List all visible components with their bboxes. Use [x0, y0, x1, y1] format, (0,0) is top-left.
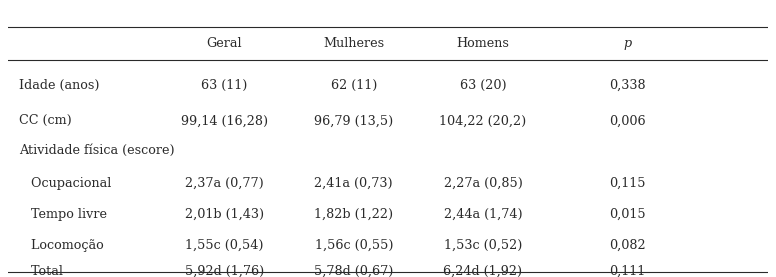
Text: 2,01b (1,43): 2,01b (1,43): [185, 208, 264, 221]
Text: Mulheres: Mulheres: [324, 37, 384, 50]
Text: 63 (20): 63 (20): [459, 79, 507, 92]
Text: 1,55c (0,54): 1,55c (0,54): [185, 239, 264, 252]
Text: Total: Total: [19, 265, 63, 277]
Text: Tempo livre: Tempo livre: [19, 208, 107, 221]
Text: 5,92d (1,76): 5,92d (1,76): [185, 265, 264, 277]
Text: 99,14 (16,28): 99,14 (16,28): [181, 114, 268, 127]
Text: 0,082: 0,082: [609, 239, 646, 252]
Text: 6,24d (1,92): 6,24d (1,92): [444, 265, 522, 277]
Text: 1,56c (0,55): 1,56c (0,55): [314, 239, 393, 252]
Text: CC (cm): CC (cm): [19, 114, 72, 127]
Text: 2,41a (0,73): 2,41a (0,73): [314, 177, 393, 190]
Text: Geral: Geral: [206, 37, 242, 50]
Text: 5,78d (0,67): 5,78d (0,67): [314, 265, 393, 277]
Text: Idade (anos): Idade (anos): [19, 79, 99, 92]
Text: 96,79 (13,5): 96,79 (13,5): [314, 114, 393, 127]
Text: Homens: Homens: [456, 37, 510, 50]
Text: 0,111: 0,111: [609, 265, 646, 277]
Text: Ocupacional: Ocupacional: [19, 177, 112, 190]
Text: 0,015: 0,015: [609, 208, 646, 221]
Text: p: p: [623, 37, 632, 50]
Text: 1,53c (0,52): 1,53c (0,52): [444, 239, 522, 252]
Text: 62 (11): 62 (11): [331, 79, 377, 92]
Text: 0,338: 0,338: [609, 79, 646, 92]
Text: 0,006: 0,006: [609, 114, 646, 127]
Text: 63 (11): 63 (11): [201, 79, 248, 92]
Text: Atividade física (escore): Atividade física (escore): [19, 144, 175, 157]
Text: 1,82b (1,22): 1,82b (1,22): [314, 208, 393, 221]
Text: 2,44a (1,74): 2,44a (1,74): [444, 208, 522, 221]
Text: Locomoção: Locomoção: [19, 239, 104, 252]
Text: 2,27a (0,85): 2,27a (0,85): [444, 177, 522, 190]
Text: 104,22 (20,2): 104,22 (20,2): [439, 114, 527, 127]
Text: 0,115: 0,115: [609, 177, 646, 190]
Text: 2,37a (0,77): 2,37a (0,77): [185, 177, 264, 190]
